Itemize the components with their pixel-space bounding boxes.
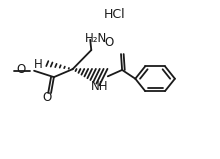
Text: NH: NH <box>91 80 109 93</box>
Text: O: O <box>43 91 52 104</box>
Text: O: O <box>16 63 26 76</box>
Text: H: H <box>34 58 43 71</box>
Text: O: O <box>104 36 114 49</box>
Text: HCl: HCl <box>104 8 125 21</box>
Text: H₂N: H₂N <box>85 32 107 45</box>
